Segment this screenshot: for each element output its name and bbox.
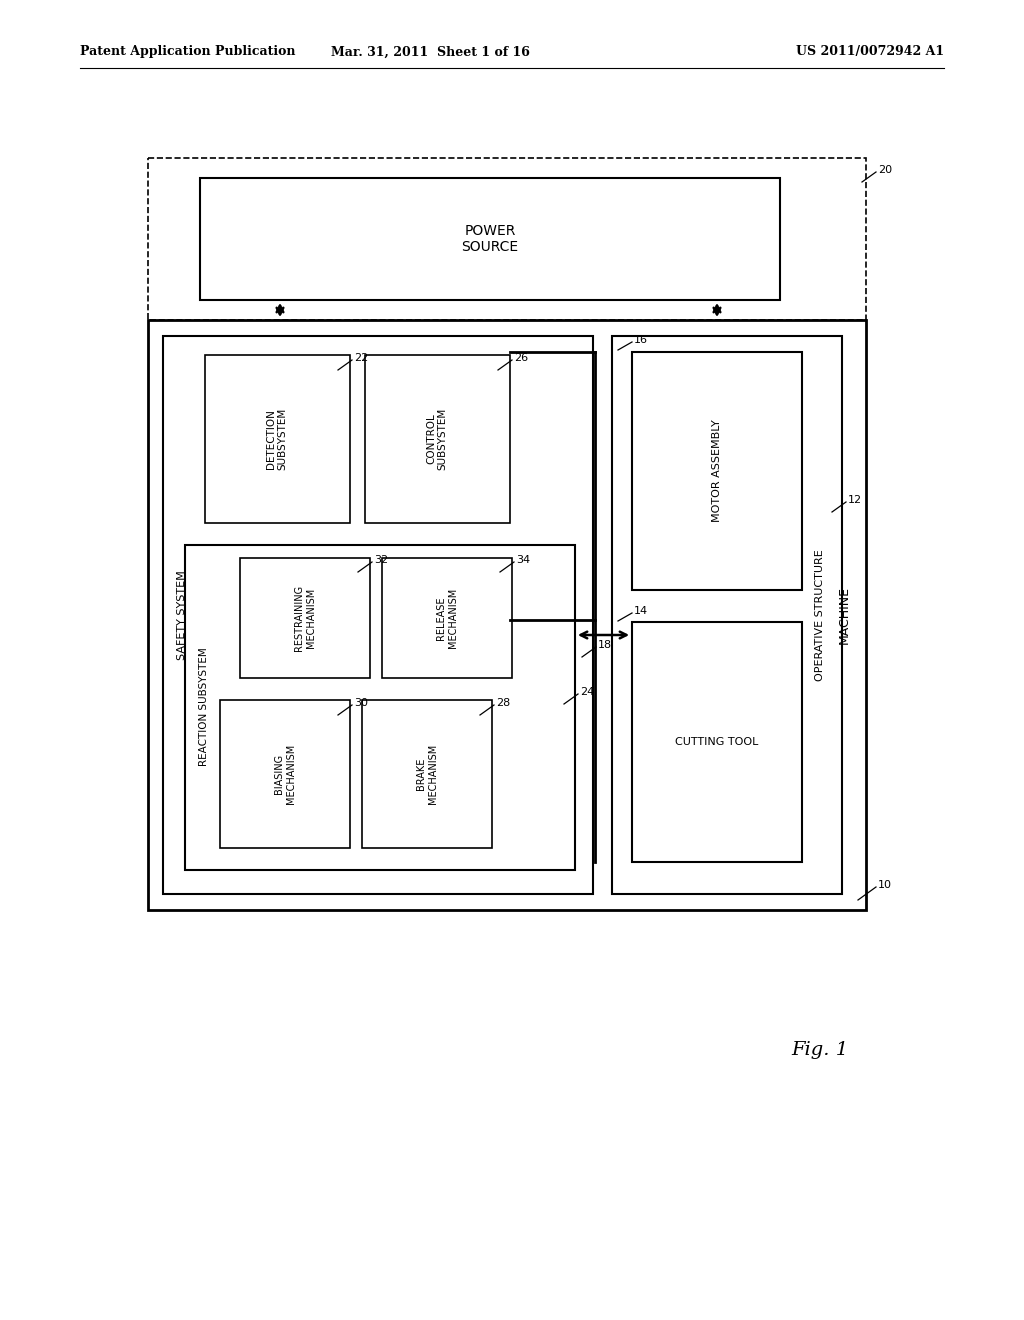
Text: RESTRAINING
MECHANISM: RESTRAINING MECHANISM <box>294 585 315 651</box>
Text: OPERATIVE STRUCTURE: OPERATIVE STRUCTURE <box>815 549 825 681</box>
Text: BIASING
MECHANISM: BIASING MECHANISM <box>274 744 296 804</box>
Bar <box>148 319 866 909</box>
Text: 14: 14 <box>634 606 648 616</box>
Text: SAFETY SYSTEM: SAFETY SYSTEM <box>177 570 187 660</box>
Bar <box>632 352 802 590</box>
Text: 20: 20 <box>878 165 892 176</box>
Text: REACTION SUBSYSTEM: REACTION SUBSYSTEM <box>199 648 209 767</box>
Bar <box>163 337 593 894</box>
Bar <box>240 558 370 678</box>
Text: DETECTION
SUBSYSTEM: DETECTION SUBSYSTEM <box>266 408 288 470</box>
Bar <box>362 700 492 847</box>
Text: MACHINE: MACHINE <box>838 586 851 644</box>
Text: US 2011/0072942 A1: US 2011/0072942 A1 <box>796 45 944 58</box>
Text: POWER
SOURCE: POWER SOURCE <box>462 224 518 253</box>
Text: Patent Application Publication: Patent Application Publication <box>80 45 296 58</box>
Text: BRAKE
MECHANISM: BRAKE MECHANISM <box>416 744 438 804</box>
Bar <box>200 178 780 300</box>
Text: CUTTING TOOL: CUTTING TOOL <box>675 737 759 747</box>
Bar <box>632 622 802 862</box>
Text: 10: 10 <box>878 880 892 890</box>
Bar <box>205 355 350 523</box>
Bar <box>382 558 512 678</box>
Text: 34: 34 <box>516 554 530 565</box>
Bar <box>148 158 866 319</box>
Text: 22: 22 <box>354 352 369 363</box>
Bar <box>185 545 575 870</box>
Text: 28: 28 <box>496 698 510 708</box>
Text: RELEASE
MECHANISM: RELEASE MECHANISM <box>436 587 458 648</box>
Text: 16: 16 <box>634 335 648 345</box>
Bar <box>612 337 842 894</box>
Text: 18: 18 <box>598 640 612 649</box>
Text: CONTROL
SUBSYSTEM: CONTROL SUBSYSTEM <box>426 408 447 470</box>
Text: 26: 26 <box>514 352 528 363</box>
Text: Fig. 1: Fig. 1 <box>792 1041 849 1059</box>
Text: MOTOR ASSEMBLY: MOTOR ASSEMBLY <box>712 420 722 523</box>
Text: Mar. 31, 2011  Sheet 1 of 16: Mar. 31, 2011 Sheet 1 of 16 <box>331 45 529 58</box>
Text: 24: 24 <box>580 686 594 697</box>
Bar <box>365 355 510 523</box>
Text: 32: 32 <box>374 554 388 565</box>
Text: 30: 30 <box>354 698 368 708</box>
Bar <box>220 700 350 847</box>
Text: 12: 12 <box>848 495 862 506</box>
